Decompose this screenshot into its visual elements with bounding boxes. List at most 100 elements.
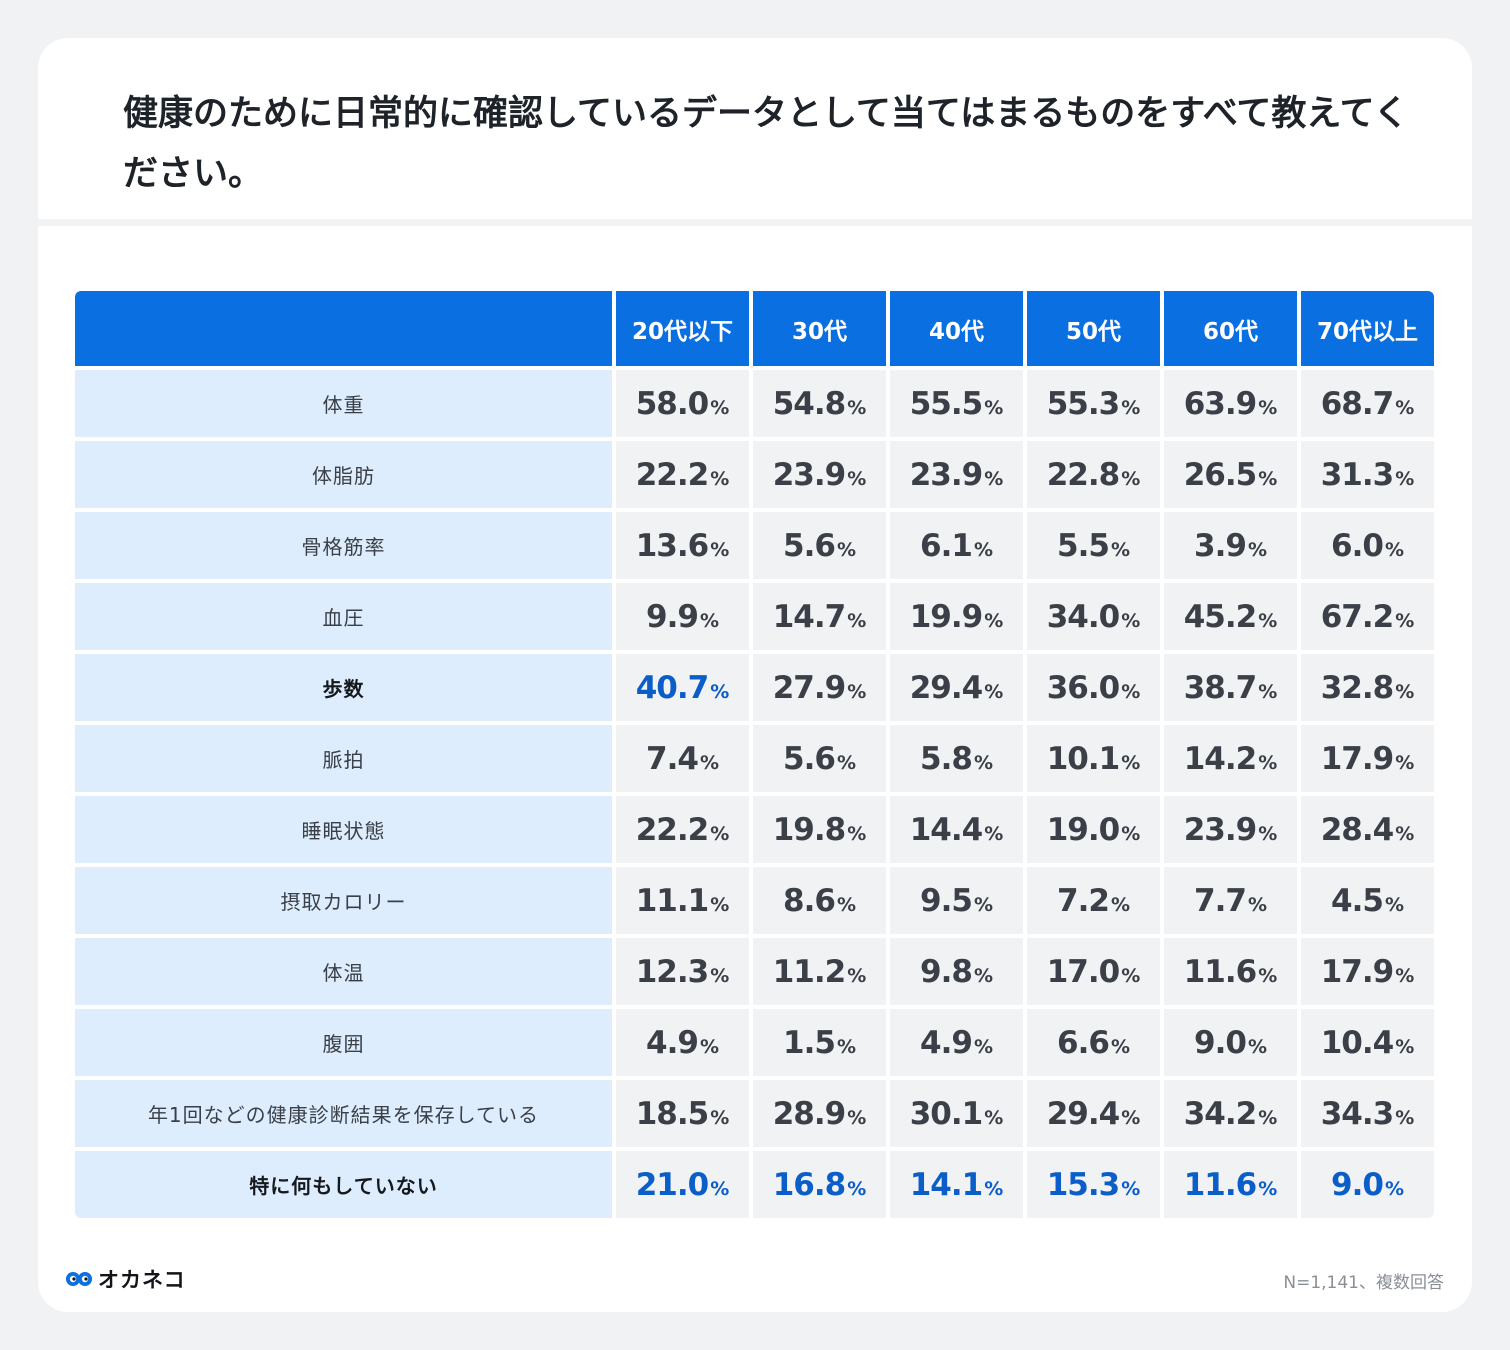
percent-unit: % xyxy=(847,396,867,419)
value-number: 12.3 xyxy=(635,953,709,990)
percent-unit: % xyxy=(1110,1035,1130,1058)
value-number: 28.9 xyxy=(772,1095,846,1132)
value-number: 5.6 xyxy=(783,527,836,564)
value-cell: 32.8% xyxy=(1301,654,1434,721)
value-number: 5.5 xyxy=(1057,527,1110,564)
value-number: 17.9 xyxy=(1320,740,1394,777)
value-cell: 23.9% xyxy=(753,441,886,508)
percent-unit: % xyxy=(984,609,1004,632)
value-number: 45.2 xyxy=(1183,598,1257,635)
value-cell: 17.0% xyxy=(1027,938,1160,1005)
value-cell: 55.3% xyxy=(1027,370,1160,437)
value-cell: 23.9% xyxy=(890,441,1023,508)
value-cell: 34.0% xyxy=(1027,583,1160,650)
value-number: 17.9 xyxy=(1320,953,1394,990)
value-number: 40.7 xyxy=(635,669,709,706)
value-cell: 11.6% xyxy=(1164,1151,1297,1218)
value-number: 11.1 xyxy=(635,882,709,919)
table-row: 歩数 40.7% 27.9% 29.4% 36.0% 38.7% 32.8% xyxy=(75,654,1434,721)
value-number: 36.0 xyxy=(1046,669,1120,706)
percent-unit: % xyxy=(710,396,730,419)
percent-unit: % xyxy=(1258,467,1278,490)
value-number: 9.5 xyxy=(920,882,973,919)
value-cell: 9.9% xyxy=(616,583,749,650)
percent-unit: % xyxy=(1258,751,1278,774)
percent-unit: % xyxy=(1247,893,1267,916)
table-row: 骨格筋率 13.6% 5.6% 6.1% 5.5% 3.9% 6.0% xyxy=(75,512,1434,579)
percent-unit: % xyxy=(847,822,867,845)
percent-unit: % xyxy=(1395,1035,1415,1058)
column-header: 70代以上 xyxy=(1301,291,1434,366)
percent-unit: % xyxy=(1121,396,1141,419)
value-number: 6.0 xyxy=(1331,527,1384,564)
row-label: 体温 xyxy=(75,938,612,1005)
percent-unit: % xyxy=(710,680,730,703)
value-cell: 7.4% xyxy=(616,725,749,792)
table-row: 年1回などの健康診断結果を保存している 18.5% 28.9% 30.1% 29.4% 3… xyxy=(75,1080,1434,1147)
value-cell: 5.8% xyxy=(890,725,1023,792)
value-number: 31.3 xyxy=(1320,456,1394,493)
percent-unit: % xyxy=(984,396,1004,419)
value-number: 11.6 xyxy=(1183,953,1257,990)
value-cell: 17.9% xyxy=(1301,725,1434,792)
value-number: 32.8 xyxy=(1320,669,1394,706)
percent-unit: % xyxy=(1121,1106,1141,1129)
value-number: 19.0 xyxy=(1046,811,1120,848)
percent-unit: % xyxy=(710,538,730,561)
value-number: 9.0 xyxy=(1331,1166,1384,1203)
header-divider xyxy=(38,219,1472,226)
percent-unit: % xyxy=(1395,751,1415,774)
percent-unit: % xyxy=(973,1035,993,1058)
table-row: 体重 58.0% 54.8% 55.5% 55.3% 63.9% 68.7% xyxy=(75,370,1434,437)
value-number: 14.2 xyxy=(1183,740,1257,777)
percent-unit: % xyxy=(1110,893,1130,916)
value-number: 6.1 xyxy=(920,527,973,564)
value-number: 29.4 xyxy=(1046,1095,1120,1132)
percent-unit: % xyxy=(1121,609,1141,632)
value-cell: 27.9% xyxy=(753,654,886,721)
value-cell: 9.5% xyxy=(890,867,1023,934)
value-cell: 55.5% xyxy=(890,370,1023,437)
value-number: 34.2 xyxy=(1183,1095,1257,1132)
percent-unit: % xyxy=(847,680,867,703)
value-number: 13.6 xyxy=(635,527,709,564)
value-cell: 4.9% xyxy=(890,1009,1023,1076)
value-number: 1.5 xyxy=(783,1024,836,1061)
percent-unit: % xyxy=(710,964,730,987)
value-number: 14.7 xyxy=(772,598,846,635)
okaneko-logo: オカネコ xyxy=(66,1266,186,1292)
percent-unit: % xyxy=(1258,1177,1278,1200)
percent-unit: % xyxy=(973,964,993,987)
percent-unit: % xyxy=(1258,822,1278,845)
value-cell: 14.1% xyxy=(890,1151,1023,1218)
value-cell: 14.2% xyxy=(1164,725,1297,792)
percent-unit: % xyxy=(699,609,719,632)
value-cell: 29.4% xyxy=(1027,1080,1160,1147)
row-label: 脈拍 xyxy=(75,725,612,792)
row-label: 睡眠状態 xyxy=(75,796,612,863)
value-cell: 4.9% xyxy=(616,1009,749,1076)
value-cell: 40.7% xyxy=(616,654,749,721)
row-label: 体重 xyxy=(75,370,612,437)
percent-unit: % xyxy=(973,751,993,774)
column-header: 50代 xyxy=(1027,291,1160,366)
value-cell: 28.9% xyxy=(753,1080,886,1147)
value-number: 55.3 xyxy=(1046,385,1120,422)
value-number: 6.6 xyxy=(1057,1024,1110,1061)
percent-unit: % xyxy=(1395,396,1415,419)
survey-card: 健康のために日常的に確認しているデータとして当てはまるものをすべて教えてください… xyxy=(38,38,1472,1312)
value-cell: 19.8% xyxy=(753,796,886,863)
value-cell: 14.4% xyxy=(890,796,1023,863)
value-number: 19.8 xyxy=(772,811,846,848)
value-cell: 54.8% xyxy=(753,370,886,437)
value-cell: 6.0% xyxy=(1301,512,1434,579)
value-cell: 5.5% xyxy=(1027,512,1160,579)
percent-unit: % xyxy=(1258,609,1278,632)
value-number: 30.1 xyxy=(909,1095,983,1132)
row-label: 腹囲 xyxy=(75,1009,612,1076)
percent-unit: % xyxy=(1258,1106,1278,1129)
percent-unit: % xyxy=(1121,680,1141,703)
value-number: 21.0 xyxy=(635,1166,709,1203)
value-number: 17.0 xyxy=(1046,953,1120,990)
value-number: 38.7 xyxy=(1183,669,1257,706)
